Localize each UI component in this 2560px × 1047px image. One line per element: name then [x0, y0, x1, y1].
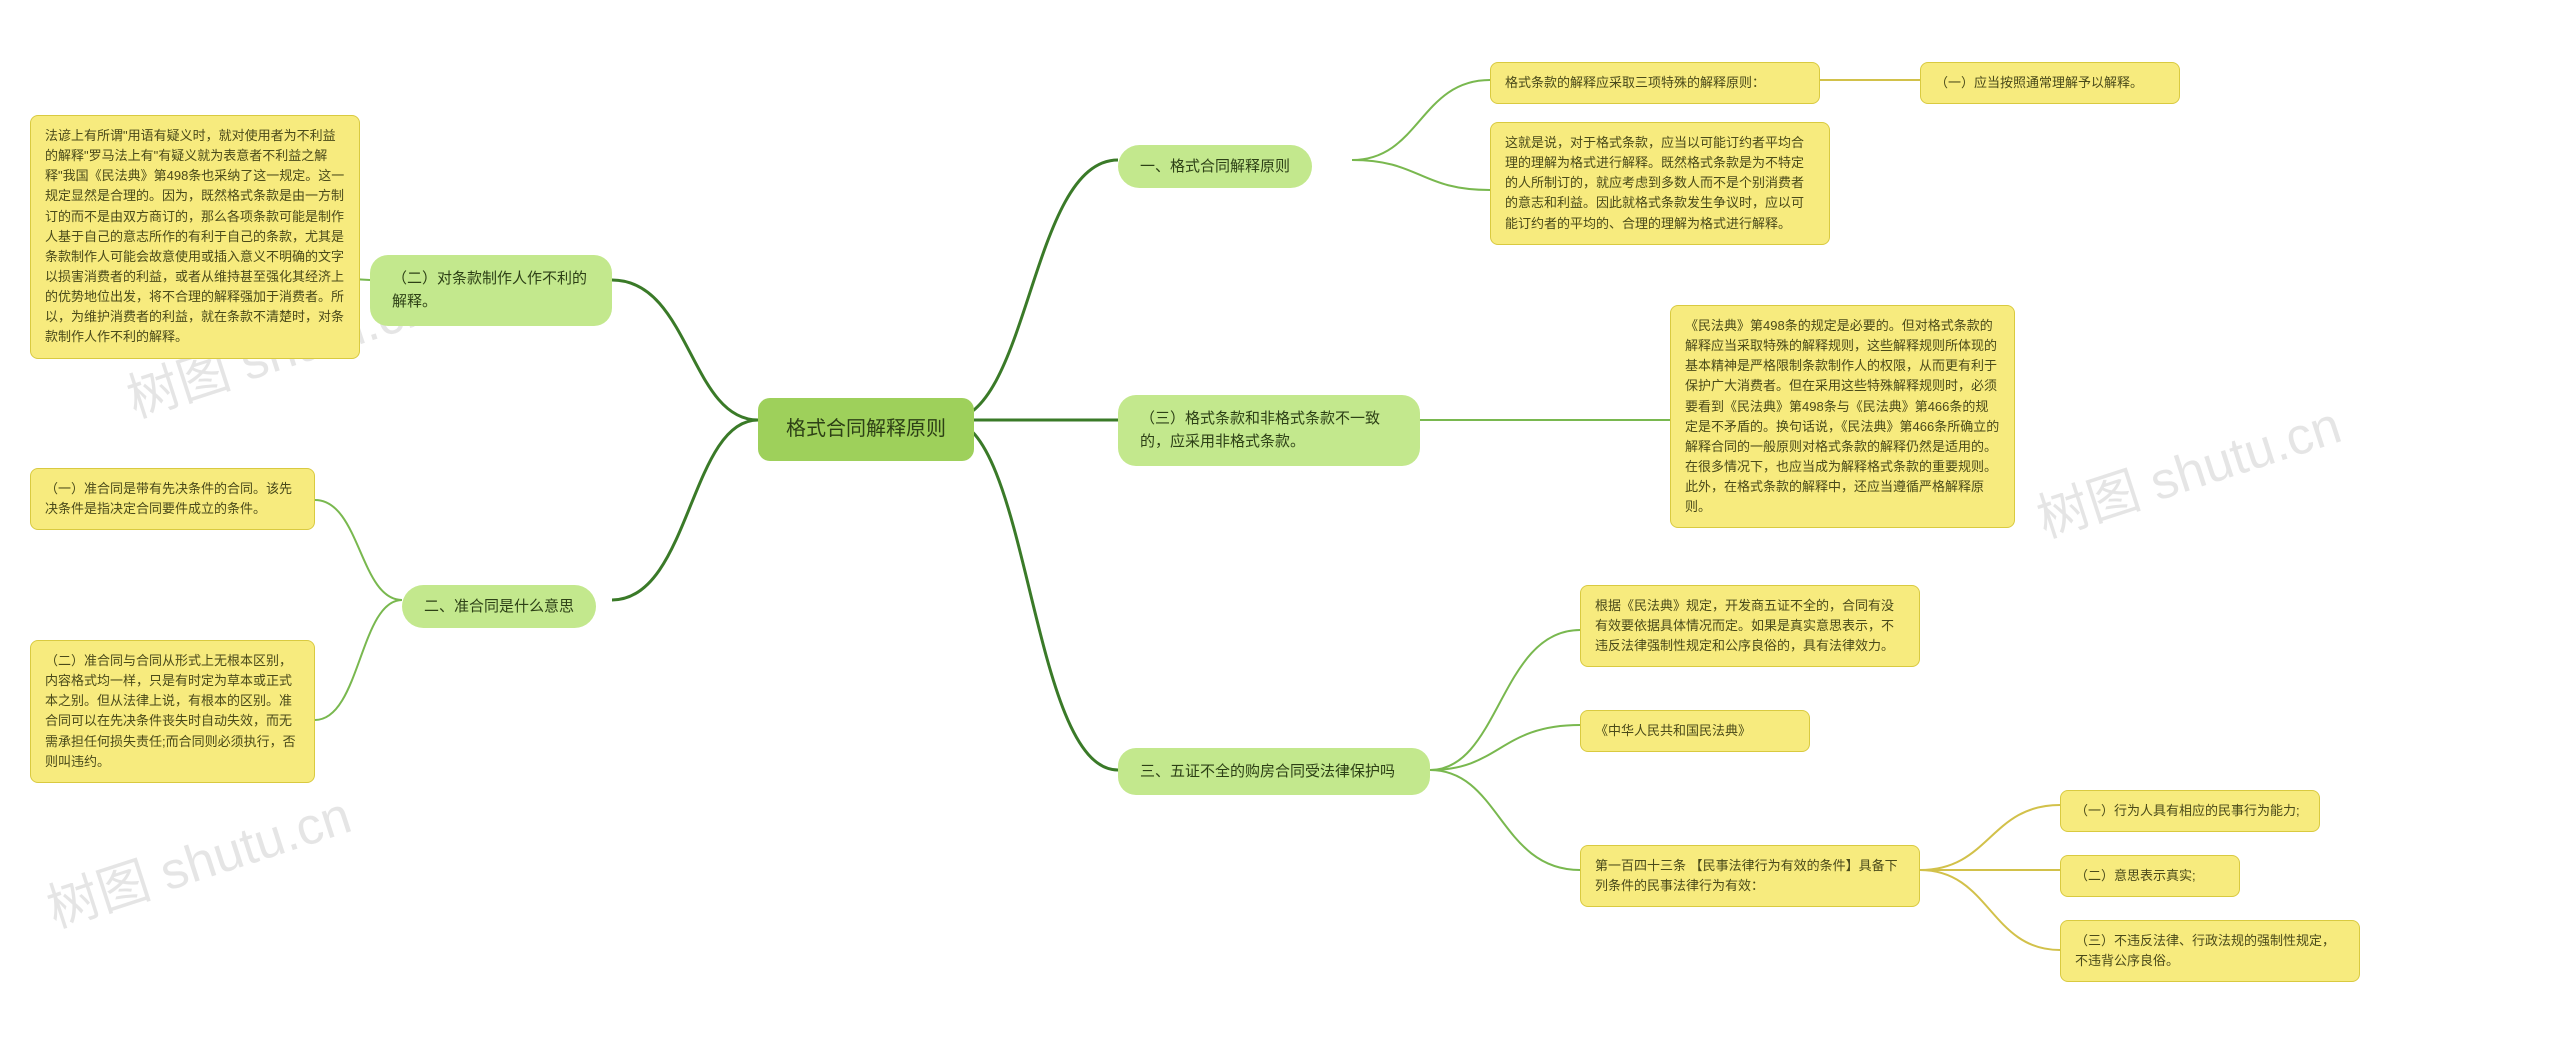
- leaf-r3-3-s1: （一）行为人具有相应的民事行为能力;: [2060, 790, 2320, 832]
- root-node[interactable]: 格式合同解释原则: [758, 398, 974, 461]
- leaf-r1-1-sub: （一）应当按照通常理解予以解释。: [1920, 62, 2180, 104]
- leaf-r1-2: 这就是说，对于格式条款，应当以可能订约者平均合理的理解为格式进行解释。既然格式条…: [1490, 122, 1830, 245]
- left2-row2-near: （二）准合同与合同从形式上无根本区别，内容格式均一样，只是有时定为草本或正式本之…: [30, 640, 315, 783]
- leaf-r2: 《民法典》第498条的规定是必要的。但对格式条款的解释应当采取特殊的解释规则，这…: [1670, 305, 2015, 528]
- branch-left-1[interactable]: （二）对条款制作人作不利的解释。: [370, 255, 612, 326]
- leaf-l1: 法谚上有所谓"用语有疑义时，就对使用者为不利益的解释"罗马法上有"有疑义就为表意…: [30, 115, 360, 359]
- leaf-r3-3-s3: （三）不违反法律、行政法规的强制性规定，不违背公序良俗。: [2060, 920, 2360, 982]
- branch-right-1[interactable]: 一、格式合同解释原则: [1118, 145, 1312, 188]
- leaf-r3-3: 第一百四十三条 【民事法律行为有效的条件】具备下列条件的民事法律行为有效：: [1580, 845, 1920, 907]
- watermark: 树图 shutu.cn: [36, 773, 359, 942]
- leaf-r1-1: 格式条款的解释应采取三项特殊的解释原则：: [1490, 62, 1820, 104]
- branch-right-2[interactable]: （三）格式条款和非格式条款不一致的，应采用非格式条款。: [1118, 395, 1420, 466]
- branch-left-2[interactable]: 二、准合同是什么意思: [402, 585, 596, 628]
- leaf-r3-3-s2: （二）意思表示真实;: [2060, 855, 2240, 897]
- branch-right-3[interactable]: 三、五证不全的购房合同受法律保护吗: [1118, 748, 1430, 795]
- leaf-r3-1: 根据《民法典》规定，开发商五证不全的，合同有没有效要依据具体情况而定。如果是真实…: [1580, 585, 1920, 667]
- watermark: 树图 shutu.cn: [2026, 383, 2349, 552]
- leaf-r3-2: 《中华人民共和国民法典》: [1580, 710, 1810, 752]
- left2-row1-near: （一）准合同是带有先决条件的合同。该先决条件是指决定合同要件成立的条件。: [30, 468, 315, 530]
